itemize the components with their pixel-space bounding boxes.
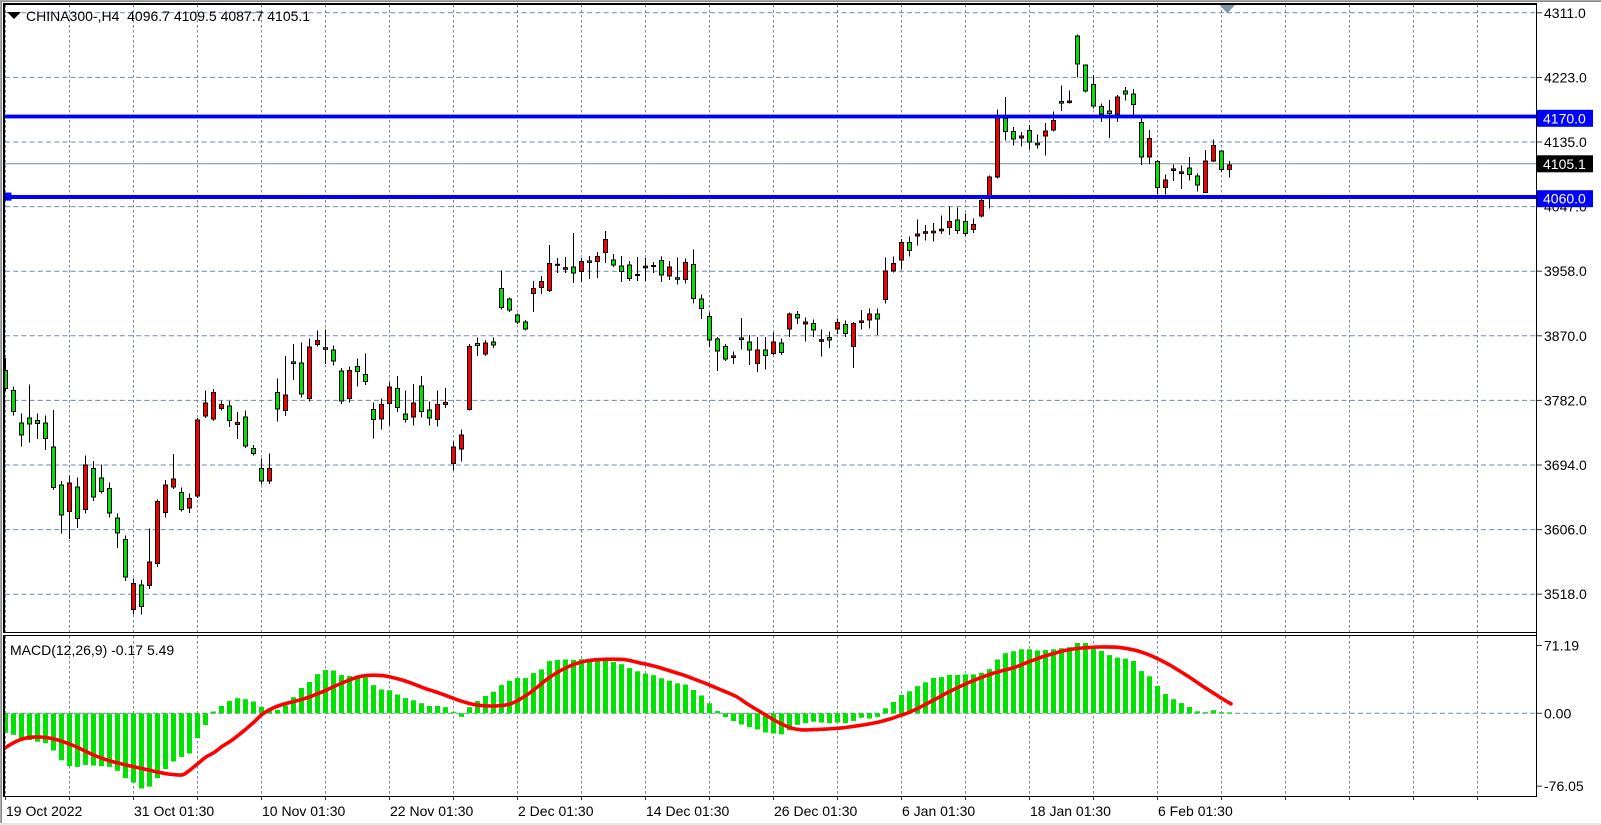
svg-text:6 Jan 01:30: 6 Jan 01:30 xyxy=(902,803,975,819)
svg-text:31 Oct 01:30: 31 Oct 01:30 xyxy=(134,803,214,819)
svg-text:71.19: 71.19 xyxy=(1544,637,1579,653)
svg-text:14 Dec 01:30: 14 Dec 01:30 xyxy=(646,803,729,819)
svg-text:3958.0: 3958.0 xyxy=(1544,263,1587,279)
svg-text:4170.0: 4170.0 xyxy=(1543,110,1586,126)
svg-text:4135.0: 4135.0 xyxy=(1544,134,1587,150)
svg-text:19 Oct 2022: 19 Oct 2022 xyxy=(6,803,82,819)
svg-text:-76.05: -76.05 xyxy=(1544,778,1584,794)
svg-text:3870.0: 3870.0 xyxy=(1544,328,1587,344)
svg-text:22 Nov 01:30: 22 Nov 01:30 xyxy=(390,803,473,819)
svg-text:3518.0: 3518.0 xyxy=(1544,586,1587,602)
svg-text:4060.0: 4060.0 xyxy=(1543,191,1586,207)
svg-text:26 Dec 01:30: 26 Dec 01:30 xyxy=(774,803,857,819)
svg-text:3606.0: 3606.0 xyxy=(1544,522,1587,538)
svg-text:CHINA300-,H4 4096.7 4109.5 40: CHINA300-,H4 4096.7 4109.5 4087.7 4105.1 xyxy=(26,8,310,24)
svg-text:MACD(12,26,9) -0.17 5.49: MACD(12,26,9) -0.17 5.49 xyxy=(10,642,174,658)
svg-text:4105.1: 4105.1 xyxy=(1543,156,1586,172)
svg-text:0.00: 0.00 xyxy=(1544,705,1571,721)
svg-text:18 Jan 01:30: 18 Jan 01:30 xyxy=(1030,803,1111,819)
svg-text:6 Feb 01:30: 6 Feb 01:30 xyxy=(1158,803,1233,819)
svg-text:3694.0: 3694.0 xyxy=(1544,457,1587,473)
svg-text:4223.0: 4223.0 xyxy=(1544,69,1587,85)
svg-text:2 Dec 01:30: 2 Dec 01:30 xyxy=(518,803,594,819)
svg-text:10 Nov 01:30: 10 Nov 01:30 xyxy=(262,803,345,819)
svg-text:4311.0: 4311.0 xyxy=(1544,5,1586,21)
svg-text:3782.0: 3782.0 xyxy=(1544,392,1587,408)
